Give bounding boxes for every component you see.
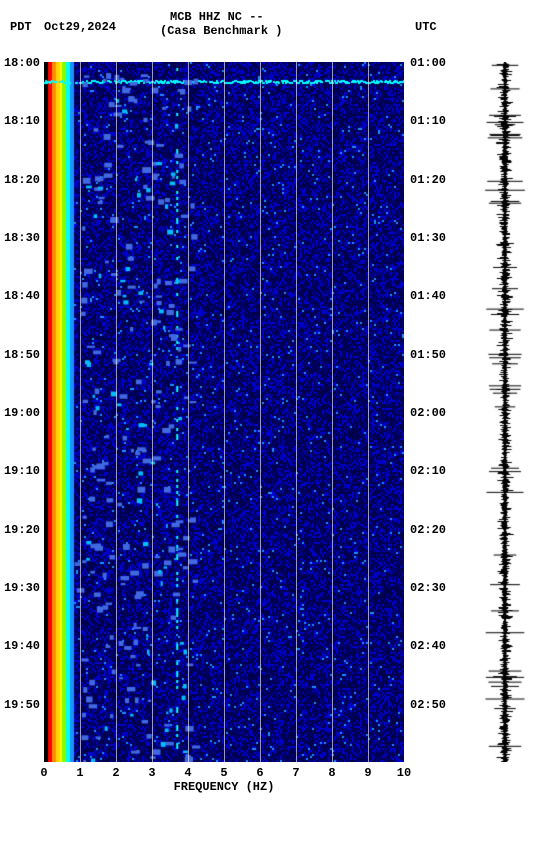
site-label: (Casa Benchmark ) bbox=[160, 24, 282, 38]
x-tick: 5 bbox=[214, 766, 234, 780]
date-label: Oct29,2024 bbox=[44, 20, 116, 34]
y-right-tick: 01:20 bbox=[410, 173, 460, 187]
y-right-tick: 01:00 bbox=[410, 56, 460, 70]
x-tick: 10 bbox=[394, 766, 414, 780]
y-right-tick: 02:40 bbox=[410, 639, 460, 653]
y-left-tick: 18:30 bbox=[0, 231, 40, 245]
y-right-tick: 02:20 bbox=[410, 523, 460, 537]
tz-left-label: PDT bbox=[10, 20, 32, 34]
y-right-tick: 02:50 bbox=[410, 698, 460, 712]
y-left-tick: 19:00 bbox=[0, 406, 40, 420]
y-right-tick: 02:10 bbox=[410, 464, 460, 478]
y-right-tick: 01:10 bbox=[410, 114, 460, 128]
y-right-tick: 02:00 bbox=[410, 406, 460, 420]
y-right-tick: 01:40 bbox=[410, 289, 460, 303]
gridline bbox=[368, 62, 369, 762]
x-tick: 2 bbox=[106, 766, 126, 780]
y-left-tick: 19:10 bbox=[0, 464, 40, 478]
station-label: MCB HHZ NC -- bbox=[170, 10, 264, 24]
gridline bbox=[260, 62, 261, 762]
gridline bbox=[152, 62, 153, 762]
y-right-tick: 01:50 bbox=[410, 348, 460, 362]
gridline bbox=[332, 62, 333, 762]
y-left-tick: 19:30 bbox=[0, 581, 40, 595]
x-tick: 3 bbox=[142, 766, 162, 780]
y-left-tick: 18:10 bbox=[0, 114, 40, 128]
x-tick: 0 bbox=[34, 766, 54, 780]
gridline bbox=[116, 62, 117, 762]
x-axis-title: FREQUENCY (HZ) bbox=[44, 780, 404, 794]
x-tick: 7 bbox=[286, 766, 306, 780]
y-left-tick: 18:50 bbox=[0, 348, 40, 362]
waveform-trace bbox=[480, 62, 530, 762]
x-tick: 8 bbox=[322, 766, 342, 780]
y-left-tick: 18:00 bbox=[0, 56, 40, 70]
y-right-tick: 02:30 bbox=[410, 581, 460, 595]
waveform-canvas bbox=[480, 62, 530, 762]
gridline bbox=[224, 62, 225, 762]
y-left-tick: 19:40 bbox=[0, 639, 40, 653]
gridline bbox=[188, 62, 189, 762]
y-left-tick: 19:50 bbox=[0, 698, 40, 712]
x-tick: 4 bbox=[178, 766, 198, 780]
gridline bbox=[296, 62, 297, 762]
gridline bbox=[80, 62, 81, 762]
y-left-tick: 18:40 bbox=[0, 289, 40, 303]
y-left-tick: 19:20 bbox=[0, 523, 40, 537]
x-tick: 9 bbox=[358, 766, 378, 780]
y-right-tick: 01:30 bbox=[410, 231, 460, 245]
tz-right-label: UTC bbox=[415, 20, 437, 34]
x-tick: 6 bbox=[250, 766, 270, 780]
x-tick: 1 bbox=[70, 766, 90, 780]
y-left-tick: 18:20 bbox=[0, 173, 40, 187]
